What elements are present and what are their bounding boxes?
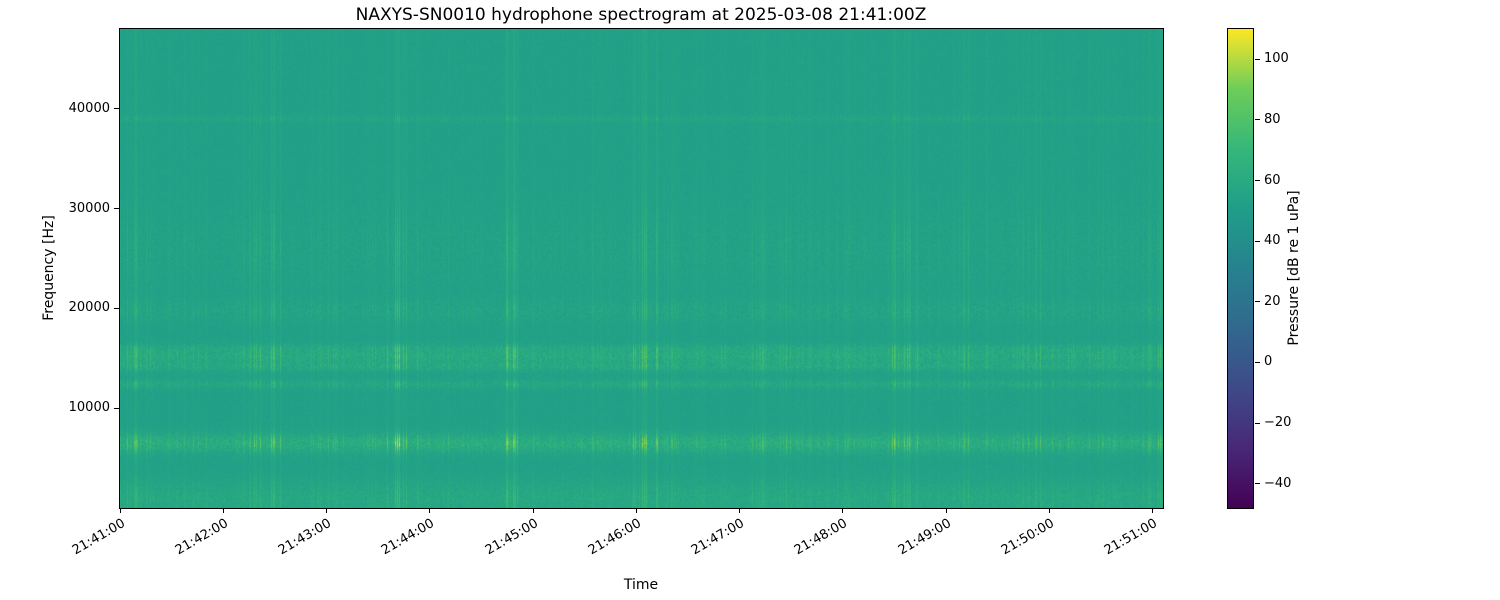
x-tick-label: 21:49:00 [895, 516, 954, 559]
colorbar-tick-label: 100 [1264, 51, 1289, 67]
x-tick-label: 21:41:00 [69, 516, 128, 559]
x-tick-mark [1152, 509, 1154, 513]
y-tick-label: 20000 [68, 300, 110, 316]
colorbar-tick-label: 80 [1264, 111, 1281, 127]
colorbar-tick-mark [1255, 483, 1260, 485]
x-tick-mark [842, 509, 844, 513]
x-tick-mark [1048, 509, 1050, 513]
y-tick-mark [114, 307, 119, 309]
colorbar-tick-label: 20 [1264, 293, 1281, 309]
colorbar-tick-label: −20 [1264, 415, 1292, 431]
x-axis-label: Time [623, 577, 659, 593]
x-tick-label: 21:46:00 [585, 516, 644, 559]
y-tick-mark [114, 108, 119, 110]
colorbar-tick-label: 40 [1264, 233, 1281, 249]
colorbar-tick-mark [1255, 361, 1260, 363]
x-tick-mark [119, 509, 121, 513]
colorbar-tick-mark [1255, 58, 1260, 60]
colorbar-label: Pressure [dB re 1 uPa] [1286, 190, 1302, 346]
x-tick-mark [532, 509, 534, 513]
y-axis-label: Frequency [Hz] [41, 215, 57, 321]
x-tick-mark [429, 509, 431, 513]
plot-frame [119, 28, 1164, 509]
x-tick-mark [222, 509, 224, 513]
x-tick-mark [635, 509, 637, 513]
x-tick-label: 21:42:00 [172, 516, 231, 559]
x-tick-label: 21:47:00 [689, 516, 748, 559]
colorbar-tick-mark [1255, 180, 1260, 182]
x-tick-label: 21:44:00 [379, 516, 438, 559]
y-tick-label: 30000 [68, 200, 110, 216]
x-tick-label: 21:51:00 [1102, 516, 1161, 559]
x-tick-label: 21:45:00 [482, 516, 541, 559]
y-tick-label: 40000 [68, 100, 110, 116]
colorbar-tick-mark [1255, 240, 1260, 242]
spectrogram-heatmap [120, 29, 1163, 508]
colorbar-tick-mark [1255, 301, 1260, 303]
x-tick-mark [739, 509, 741, 513]
x-tick-label: 21:43:00 [275, 516, 335, 559]
colorbar-gradient [1228, 29, 1253, 508]
colorbar-tick-mark [1255, 422, 1260, 424]
colorbar-tick-mark [1255, 119, 1260, 121]
y-tick-mark [114, 208, 119, 210]
colorbar-tick-label: −40 [1264, 475, 1292, 491]
y-tick-label: 10000 [68, 400, 110, 416]
colorbar-tick-label: 0 [1264, 354, 1273, 370]
x-tick-mark [326, 509, 328, 513]
colorbar-frame [1227, 28, 1254, 509]
x-tick-mark [945, 509, 947, 513]
x-tick-label: 21:48:00 [792, 516, 851, 559]
y-tick-mark [114, 407, 119, 409]
colorbar-tick-label: 60 [1264, 172, 1281, 188]
x-tick-label: 21:50:00 [998, 516, 1057, 559]
chart-title: NAXYS-SN0010 hydrophone spectrogram at 2… [355, 5, 927, 25]
